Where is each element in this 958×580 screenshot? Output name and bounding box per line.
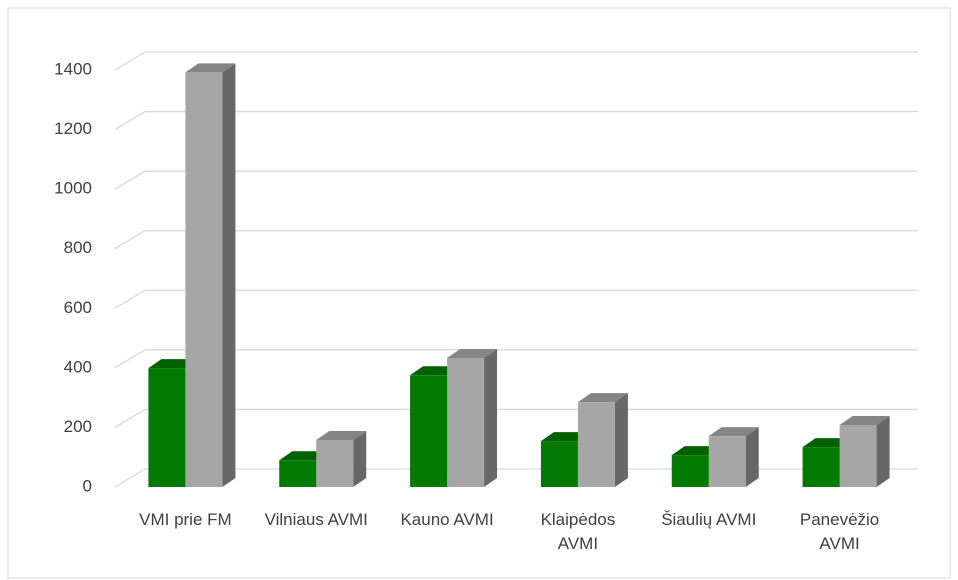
x-tick-label: Vilniaus AVMI: [264, 510, 368, 529]
grid-line: [114, 408, 918, 428]
bar-face: [876, 416, 890, 487]
grid-line: [114, 170, 918, 190]
bar: [839, 416, 890, 487]
bar-face: [708, 427, 759, 437]
bar-face: [353, 430, 367, 487]
bar: [185, 63, 236, 487]
bar-face: [671, 455, 709, 487]
bar-face: [185, 63, 236, 73]
bar-face: [279, 460, 317, 487]
x-tick-label: Klaipėdos AVMI: [540, 510, 616, 553]
bar-face: [577, 402, 615, 487]
bar: [316, 430, 367, 487]
bar-face: [484, 349, 498, 487]
grid-line: [114, 51, 918, 71]
bar-face: [540, 441, 578, 487]
grid-line: [114, 110, 918, 131]
bar-face: [745, 427, 759, 487]
grid-line: [114, 289, 918, 309]
frame: [7, 7, 951, 579]
bar-face: [447, 349, 498, 359]
bar-face: [185, 72, 223, 487]
bar-face: [410, 375, 448, 487]
y-tick-label: 1200: [54, 119, 92, 138]
y-tick-label: 0: [83, 476, 92, 495]
bar-face: [614, 393, 628, 487]
x-tick-label: VMI prie FM: [139, 510, 232, 529]
grid-line: [114, 349, 918, 369]
y-tick-label: 1000: [54, 179, 92, 198]
bar-face: [316, 439, 354, 487]
bar-face: [708, 436, 746, 487]
bar-face: [839, 416, 890, 426]
y-tick-label: 1400: [54, 59, 92, 78]
bar-face: [577, 393, 628, 403]
y-tick-label: 200: [64, 417, 92, 436]
grid-line: [114, 230, 918, 250]
y-tick-label: 600: [64, 298, 92, 317]
bar: [577, 393, 628, 487]
y-tick-label: 400: [64, 357, 92, 376]
x-tick-label: Kauno AVMI: [400, 510, 494, 529]
bar: [447, 349, 498, 487]
bar: [708, 427, 759, 487]
bar-face: [222, 63, 236, 487]
bar-face: [802, 447, 840, 487]
y-tick-label: 800: [64, 238, 92, 257]
bar-face: [148, 368, 186, 487]
bar-face: [447, 358, 485, 487]
x-tick-label: Šiaulių AVMI: [661, 510, 757, 529]
x-tick-label: Panevėžio AVMI: [799, 510, 880, 553]
bar-face: [316, 430, 367, 440]
bar-face: [839, 425, 877, 487]
grid-line: [114, 468, 918, 488]
